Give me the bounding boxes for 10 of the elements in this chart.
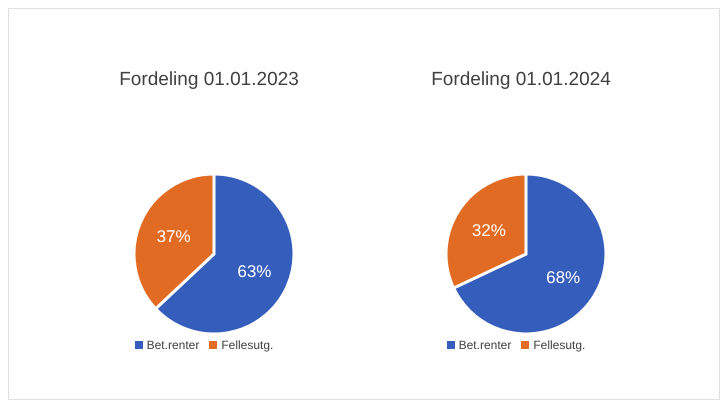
legend-label: Bet.renter	[458, 338, 512, 352]
data-label: 32%	[472, 220, 506, 240]
chart-title: Fordeling 01.01.2023	[118, 69, 300, 92]
legend-label: Bet.renter	[146, 338, 200, 352]
legend-label: Fellesutg.	[221, 338, 274, 352]
data-label: 37%	[156, 227, 191, 246]
legend-label: Fellesutg.	[533, 338, 586, 352]
data-label: 68%	[546, 268, 580, 288]
data-label: 63%	[237, 262, 272, 281]
chart-title: Fordeling 01.01.2024	[430, 69, 612, 92]
